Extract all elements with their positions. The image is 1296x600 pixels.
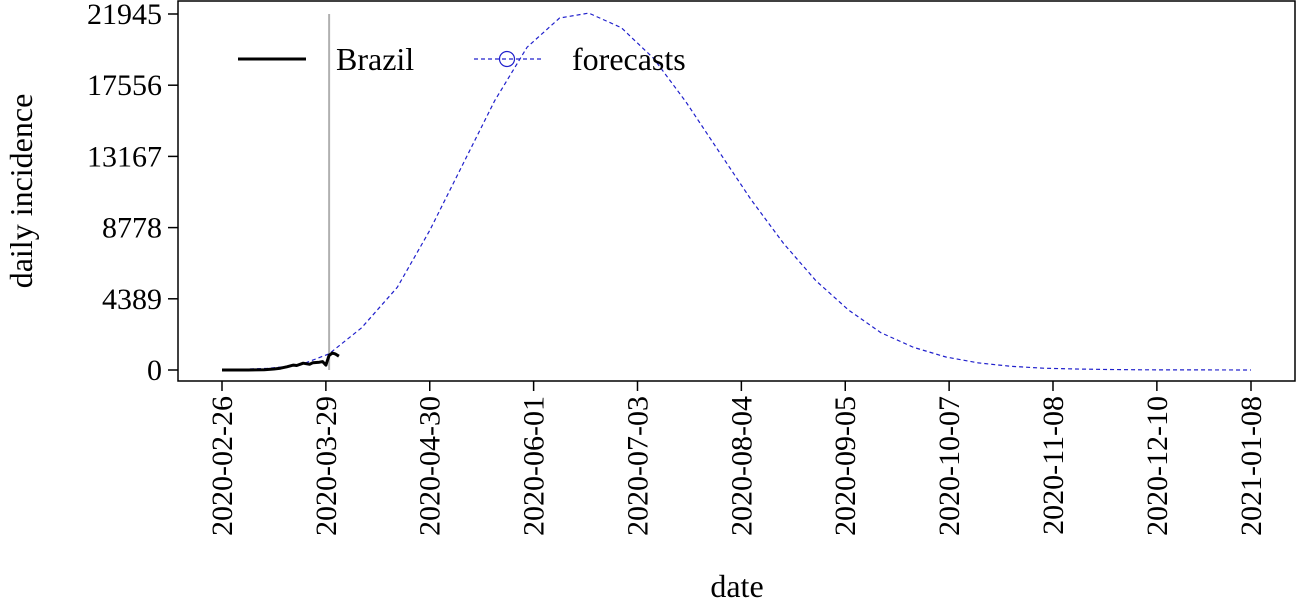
x-tick-label: 2020-08-04	[725, 396, 758, 536]
y-tick-label: 8778	[102, 212, 162, 245]
y-axis-title: daily incidence	[3, 94, 39, 289]
y-tick-label: 21945	[87, 0, 162, 31]
plot-frame	[177, 0, 1296, 382]
x-tick-label: 2020-10-07	[933, 396, 966, 536]
x-tick-label: 2021-01-08	[1235, 396, 1268, 536]
legend-forecasts-label: forecasts	[572, 41, 686, 77]
legend-forecasts-marker	[498, 50, 516, 68]
x-tick-label: 2020-02-26	[206, 396, 239, 536]
y-axis: 0 4389 8778 13167 17556 21945	[87, 0, 178, 387]
y-tick-label: 17556	[87, 69, 162, 102]
x-tick-label: 2020-03-29	[310, 396, 343, 536]
series-line-forecasts	[221, 12, 1252, 371]
x-tick-label: 2020-11-08	[1037, 396, 1070, 535]
x-tick-label: 2020-12-10	[1141, 396, 1174, 536]
y-tick-label: 0	[147, 354, 162, 387]
series-layer	[221, 12, 1252, 372]
series-line-brazil	[222, 351, 340, 372]
x-axis: 2020-02-26 2020-03-29 2020-04-30 2020-06-01…	[206, 381, 1268, 536]
y-tick-label: 4389	[102, 283, 162, 316]
legend: Brazil forecasts	[238, 41, 686, 77]
y-tick-label: 13167	[87, 140, 162, 173]
x-tick-label: 2020-04-30	[414, 396, 447, 536]
x-axis-title: date	[710, 568, 763, 600]
x-tick-label: 2020-06-01	[518, 396, 551, 536]
legend-brazil-label: Brazil	[336, 41, 414, 77]
x-tick-label: 2020-07-03	[621, 396, 654, 536]
x-tick-label: 2020-09-05	[829, 396, 862, 536]
